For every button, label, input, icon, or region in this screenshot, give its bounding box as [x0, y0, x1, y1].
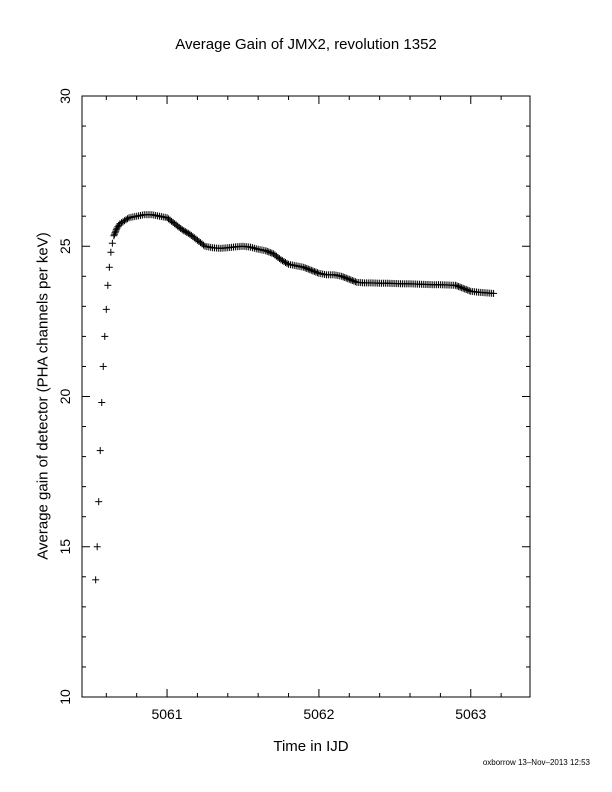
data-point-dense [313, 269, 321, 277]
axis-ticks [82, 95, 530, 698]
data-point-dense [263, 247, 271, 255]
data-point [98, 399, 106, 407]
chart-title: Average Gain of JMX2, revolution 1352 [175, 36, 437, 53]
data-point-dense [456, 283, 464, 291]
data-point-dense [339, 273, 347, 281]
data-point-dense [280, 258, 288, 266]
data-point [345, 275, 353, 283]
x-tick-label: 5062 [303, 706, 334, 722]
data-point-dense [199, 241, 207, 249]
data-point-dense [455, 283, 463, 291]
data-point-dense [268, 249, 276, 257]
data-point-dense [464, 286, 472, 294]
data-point-dense [110, 230, 118, 238]
data-point [262, 247, 270, 255]
data-point-dense [124, 215, 132, 223]
data-point-dense [461, 285, 469, 293]
data-point [92, 576, 100, 584]
data-point [490, 289, 498, 297]
data-point-dense [465, 287, 473, 295]
data-point [93, 543, 101, 551]
y-tick-label: 10 [57, 689, 73, 705]
data-point-dense [453, 282, 461, 290]
data-point-dense [112, 226, 120, 234]
x-tick-label: 5063 [455, 706, 486, 722]
axis-tick-labels: 5061 5062 5063 10 15 20 25 30 [57, 88, 487, 722]
data-point-dense [301, 264, 309, 272]
data-point-dense [304, 265, 312, 273]
y-tick-label: 20 [57, 389, 73, 405]
data-point-dense [347, 276, 355, 284]
data-points [92, 211, 498, 584]
data-point-dense [342, 274, 350, 282]
data-point [105, 263, 113, 271]
data-point-dense [278, 257, 286, 265]
data-point-dense [341, 274, 349, 282]
data-point-dense [111, 229, 119, 237]
data-point [307, 266, 315, 274]
data-point [95, 498, 103, 506]
x-axis-label: Time in IJD [273, 738, 349, 755]
data-point [459, 284, 467, 292]
y-tick-label: 15 [57, 539, 73, 555]
data-point [101, 332, 109, 340]
data-point [108, 239, 116, 247]
data-point-dense [303, 264, 311, 272]
data-point [277, 256, 285, 264]
data-point-dense [309, 267, 317, 275]
data-point-dense [283, 259, 291, 267]
data-point [338, 272, 346, 280]
data-point-dense [312, 268, 320, 276]
data-point [102, 305, 110, 313]
data-point-dense [350, 277, 358, 285]
data-point-dense [310, 267, 318, 275]
data-point-dense [344, 275, 352, 283]
data-point-dense [112, 227, 120, 235]
data-point-dense [265, 248, 273, 256]
data-point [107, 248, 115, 256]
data-point-dense [180, 227, 188, 235]
y-axis-label: Average gain of detector (PHA channels p… [34, 232, 52, 560]
data-point-dense [306, 266, 314, 274]
data-point-dense [351, 278, 359, 286]
data-point [104, 281, 112, 289]
data-point-dense [248, 244, 256, 252]
data-point [247, 243, 255, 251]
y-tick-label: 30 [57, 88, 73, 104]
data-point [178, 226, 186, 234]
data-point-dense [462, 286, 470, 294]
data-point-dense [250, 244, 258, 252]
x-tick-label: 5061 [151, 706, 182, 722]
data-point [452, 281, 460, 289]
data-point-dense [183, 228, 191, 236]
data-point-dense [252, 245, 260, 253]
data-point [99, 362, 107, 370]
data-point [96, 447, 104, 455]
y-tick-label: 25 [57, 238, 73, 254]
data-point-dense [266, 249, 274, 257]
data-point-dense [348, 277, 356, 285]
plot-frame [81, 95, 531, 698]
data-point-dense [181, 228, 189, 236]
footer-credit: oxborrow 13–Nov–2013 12:53 [482, 758, 590, 767]
data-point-dense [458, 284, 466, 292]
data-point [110, 232, 118, 240]
data-point [300, 263, 308, 271]
data-point-dense [281, 258, 289, 266]
